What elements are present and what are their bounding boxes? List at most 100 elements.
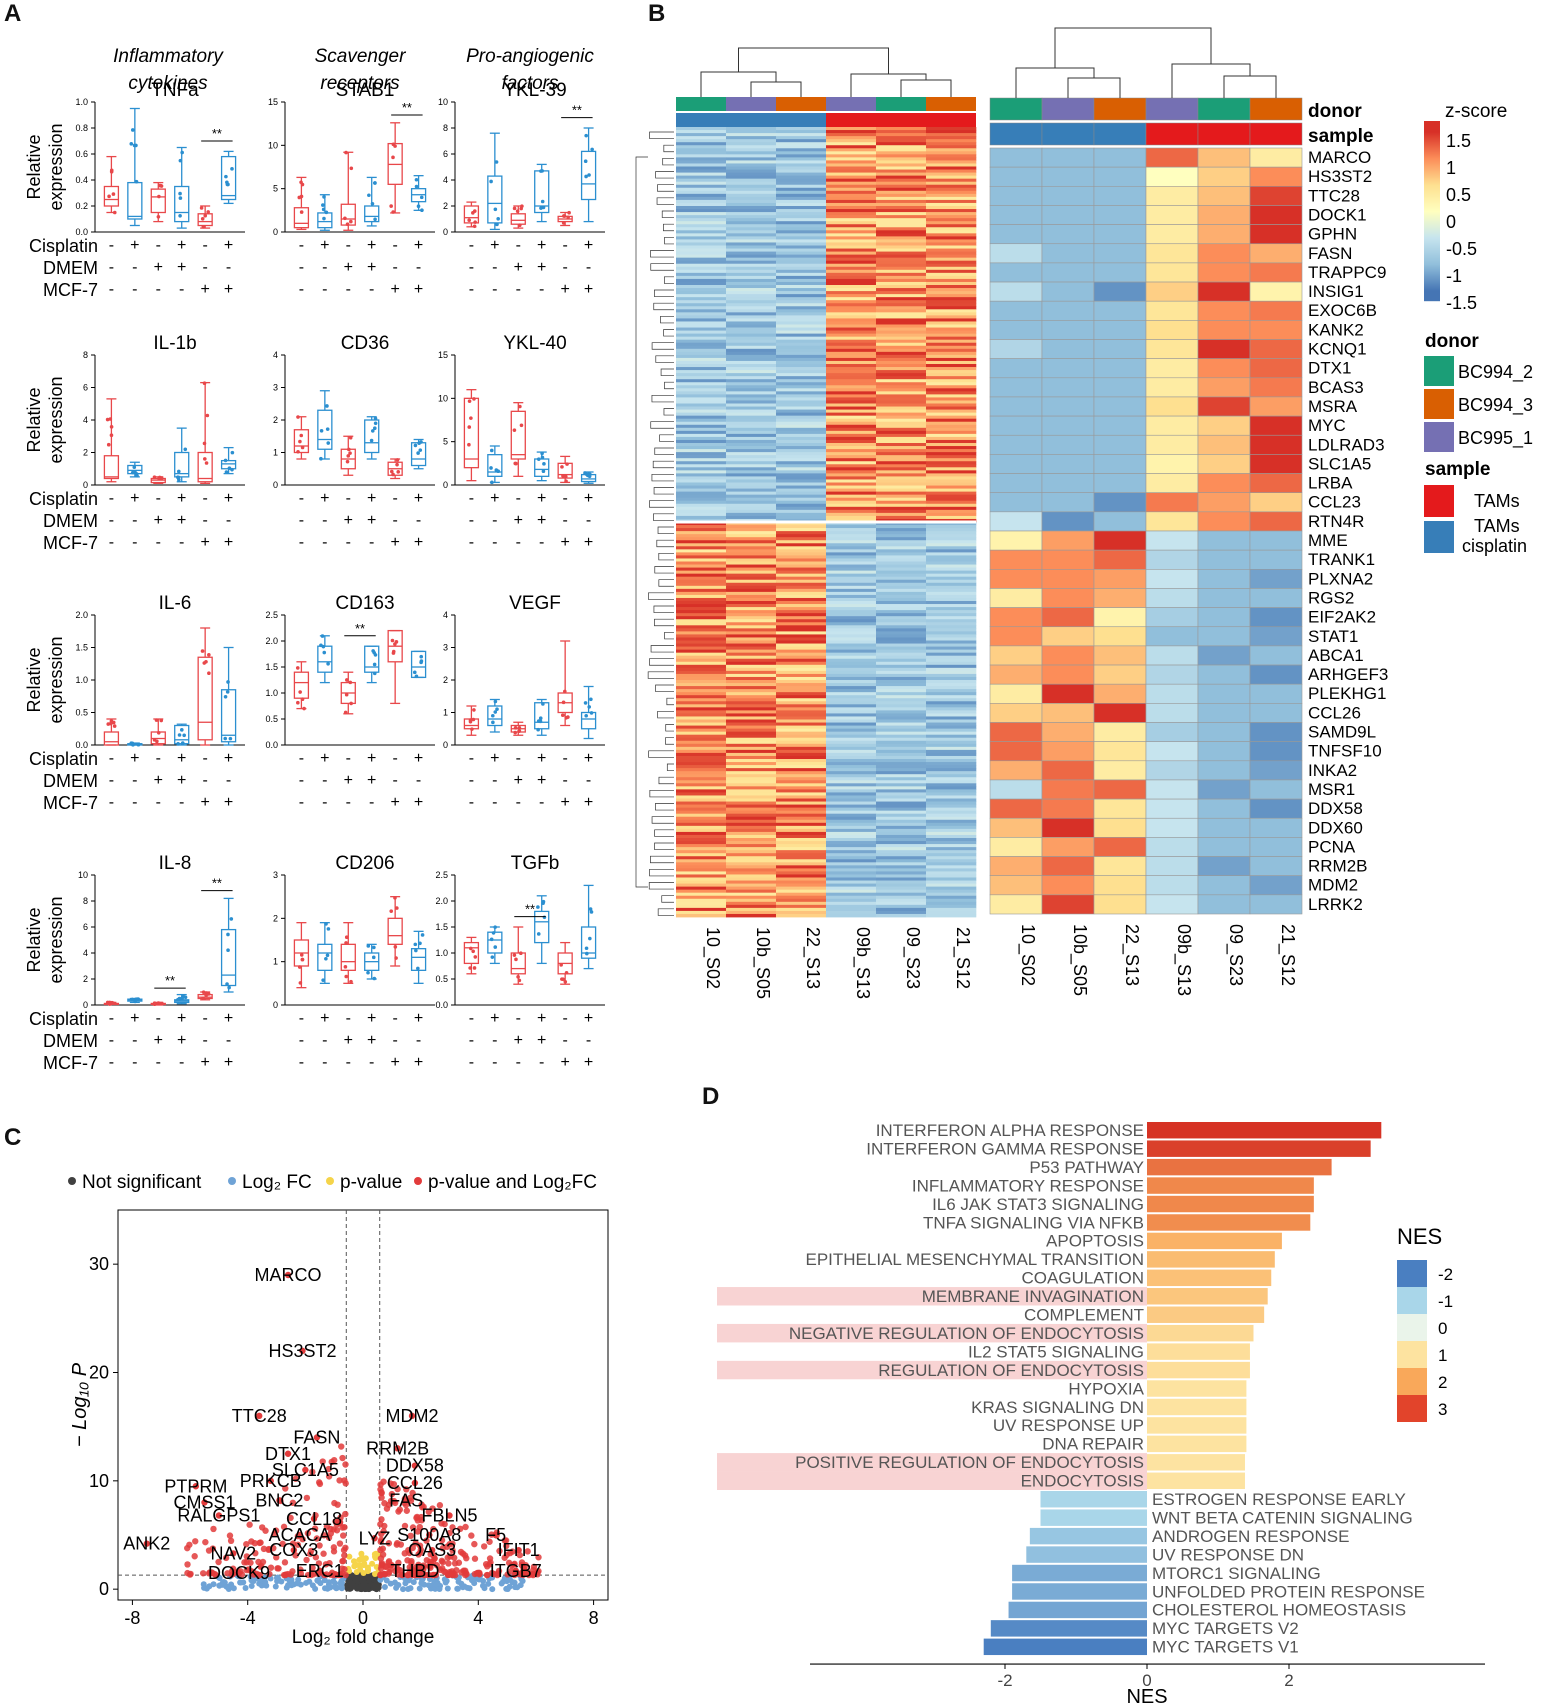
heatmap-cell <box>776 312 827 316</box>
y-tick-label: 3 <box>273 383 278 393</box>
pathway-label: COAGULATION <box>1022 1269 1144 1288</box>
zscore-colorbar-segment <box>1424 209 1440 211</box>
heatmap-cell <box>1093 511 1147 532</box>
volcano-point-sig <box>439 1558 447 1566</box>
heatmap-cell <box>776 576 827 581</box>
heatmap-cell <box>676 336 727 341</box>
data-point <box>471 211 475 215</box>
boxplot-il-6: IL-60.00.51.01.52.0- + - + - +- - + + - -- - - - + + <box>75 593 245 811</box>
data-point <box>206 210 210 214</box>
pathway-label: POSITIVE REGULATION OF ENDOCYTOSIS <box>795 1453 1144 1472</box>
heatmap-cell <box>926 591 977 596</box>
heatmap-cell <box>926 248 977 252</box>
heatmap-cell <box>776 789 827 793</box>
treatment-sign: + <box>154 772 163 789</box>
pathway-label: REGULATION OF ENDOCYTOSIS <box>878 1361 1144 1380</box>
heatmap-cell <box>726 509 777 514</box>
pathway-label: COMPLEMENT <box>1024 1306 1144 1325</box>
treatment-sign: - <box>202 259 207 276</box>
data-point <box>563 689 567 694</box>
heatmap-cell <box>1197 205 1251 225</box>
volcano-point-sig <box>381 1500 388 1507</box>
heatmap-cell <box>726 795 777 799</box>
heatmap-cell <box>876 443 927 447</box>
heatmap-cell <box>1145 530 1199 551</box>
heatmap-cell <box>676 133 727 137</box>
heatmap-cell <box>826 552 877 556</box>
heatmap-cell <box>776 418 827 423</box>
volcano-point-sig <box>248 1538 255 1545</box>
treatment-sign: - <box>469 512 474 529</box>
heatmap-cell <box>776 895 827 900</box>
pathway-label: NEGATIVE REGULATION OF ENDOCYTOSIS <box>789 1324 1144 1343</box>
volcano-point-sig <box>471 1540 478 1548</box>
heatmap-cell <box>926 704 977 708</box>
heatmap-cell <box>826 212 877 216</box>
volcano-point-sig <box>215 1558 222 1566</box>
y-tick-label: 10 <box>78 870 88 880</box>
heatmap-cell <box>876 491 927 496</box>
heatmap-cell <box>926 436 977 441</box>
heatmap-cell <box>726 394 777 398</box>
y-tick-label: 6 <box>83 383 88 393</box>
heatmap-cell <box>926 275 977 280</box>
volcano-labeled-point <box>310 1515 318 1522</box>
volcano-point-sig <box>409 1489 416 1497</box>
sample-annotation-cell <box>776 113 826 127</box>
volcano-point-fc <box>332 1584 339 1591</box>
heatmap-cell <box>1249 645 1303 666</box>
heatmap-cell <box>876 850 927 854</box>
dendrogram-branch <box>648 750 674 758</box>
zscore-colorbar-segment <box>1424 171 1440 173</box>
heatmap-cell <box>926 680 977 684</box>
heatmap-cell <box>726 488 777 493</box>
heatmap-cell <box>1249 377 1303 398</box>
heatmap-cell <box>876 910 927 915</box>
heatmap-cell <box>776 488 827 493</box>
heatmap-cell <box>989 434 1043 455</box>
treatment-sign: - <box>202 750 207 767</box>
heatmap-cell <box>776 467 827 471</box>
heatmap-cell <box>726 406 777 410</box>
heatmap-cell <box>776 768 827 772</box>
heatmap-cell <box>826 163 877 167</box>
nes-bar <box>1147 1398 1247 1416</box>
heatmap-cell <box>826 762 877 766</box>
heatmap-cell <box>776 573 827 578</box>
heatmap-cell <box>926 269 977 274</box>
heatmap-cell <box>676 871 727 875</box>
heatmap-cell <box>826 497 877 502</box>
zscore-colorbar-segment <box>1424 157 1440 159</box>
zscore-colorbar-segment <box>1424 208 1440 210</box>
heatmap-cell <box>826 166 877 170</box>
heatmap-cell <box>1197 186 1251 206</box>
data-point <box>564 970 569 975</box>
data-point <box>393 144 397 148</box>
heatmap-cell <box>926 242 977 246</box>
heatmap-cell <box>776 470 827 474</box>
heatmap-cell <box>926 446 977 450</box>
heatmap-cell <box>1041 300 1095 321</box>
volcano-point-sig <box>406 1564 413 1571</box>
volcano-point-sig <box>292 1552 299 1559</box>
data-point <box>489 179 493 184</box>
heatmap-cell <box>876 218 927 222</box>
heatmap-cell <box>926 795 977 799</box>
heatmap-cell <box>726 768 777 772</box>
heatmap-cell <box>776 227 827 231</box>
heatmap-cell <box>676 300 727 304</box>
zscore-colorbar-segment <box>1424 174 1440 176</box>
box <box>220 689 237 743</box>
treatment-sign: - <box>586 772 591 789</box>
zscore-colorbar-segment <box>1424 212 1440 214</box>
volcano-point-sig <box>280 1523 288 1531</box>
treatment-sign: - <box>469 1010 474 1027</box>
heatmap-cell <box>726 850 777 854</box>
heatmap-cell <box>826 740 877 745</box>
heatmap-cell <box>926 345 977 350</box>
heatmap-cell <box>726 370 777 374</box>
heatmap-cell <box>726 321 777 325</box>
heatmap-cell <box>826 309 877 313</box>
treatment-sign: + <box>390 534 399 551</box>
sample-annotation-cell <box>876 113 926 127</box>
